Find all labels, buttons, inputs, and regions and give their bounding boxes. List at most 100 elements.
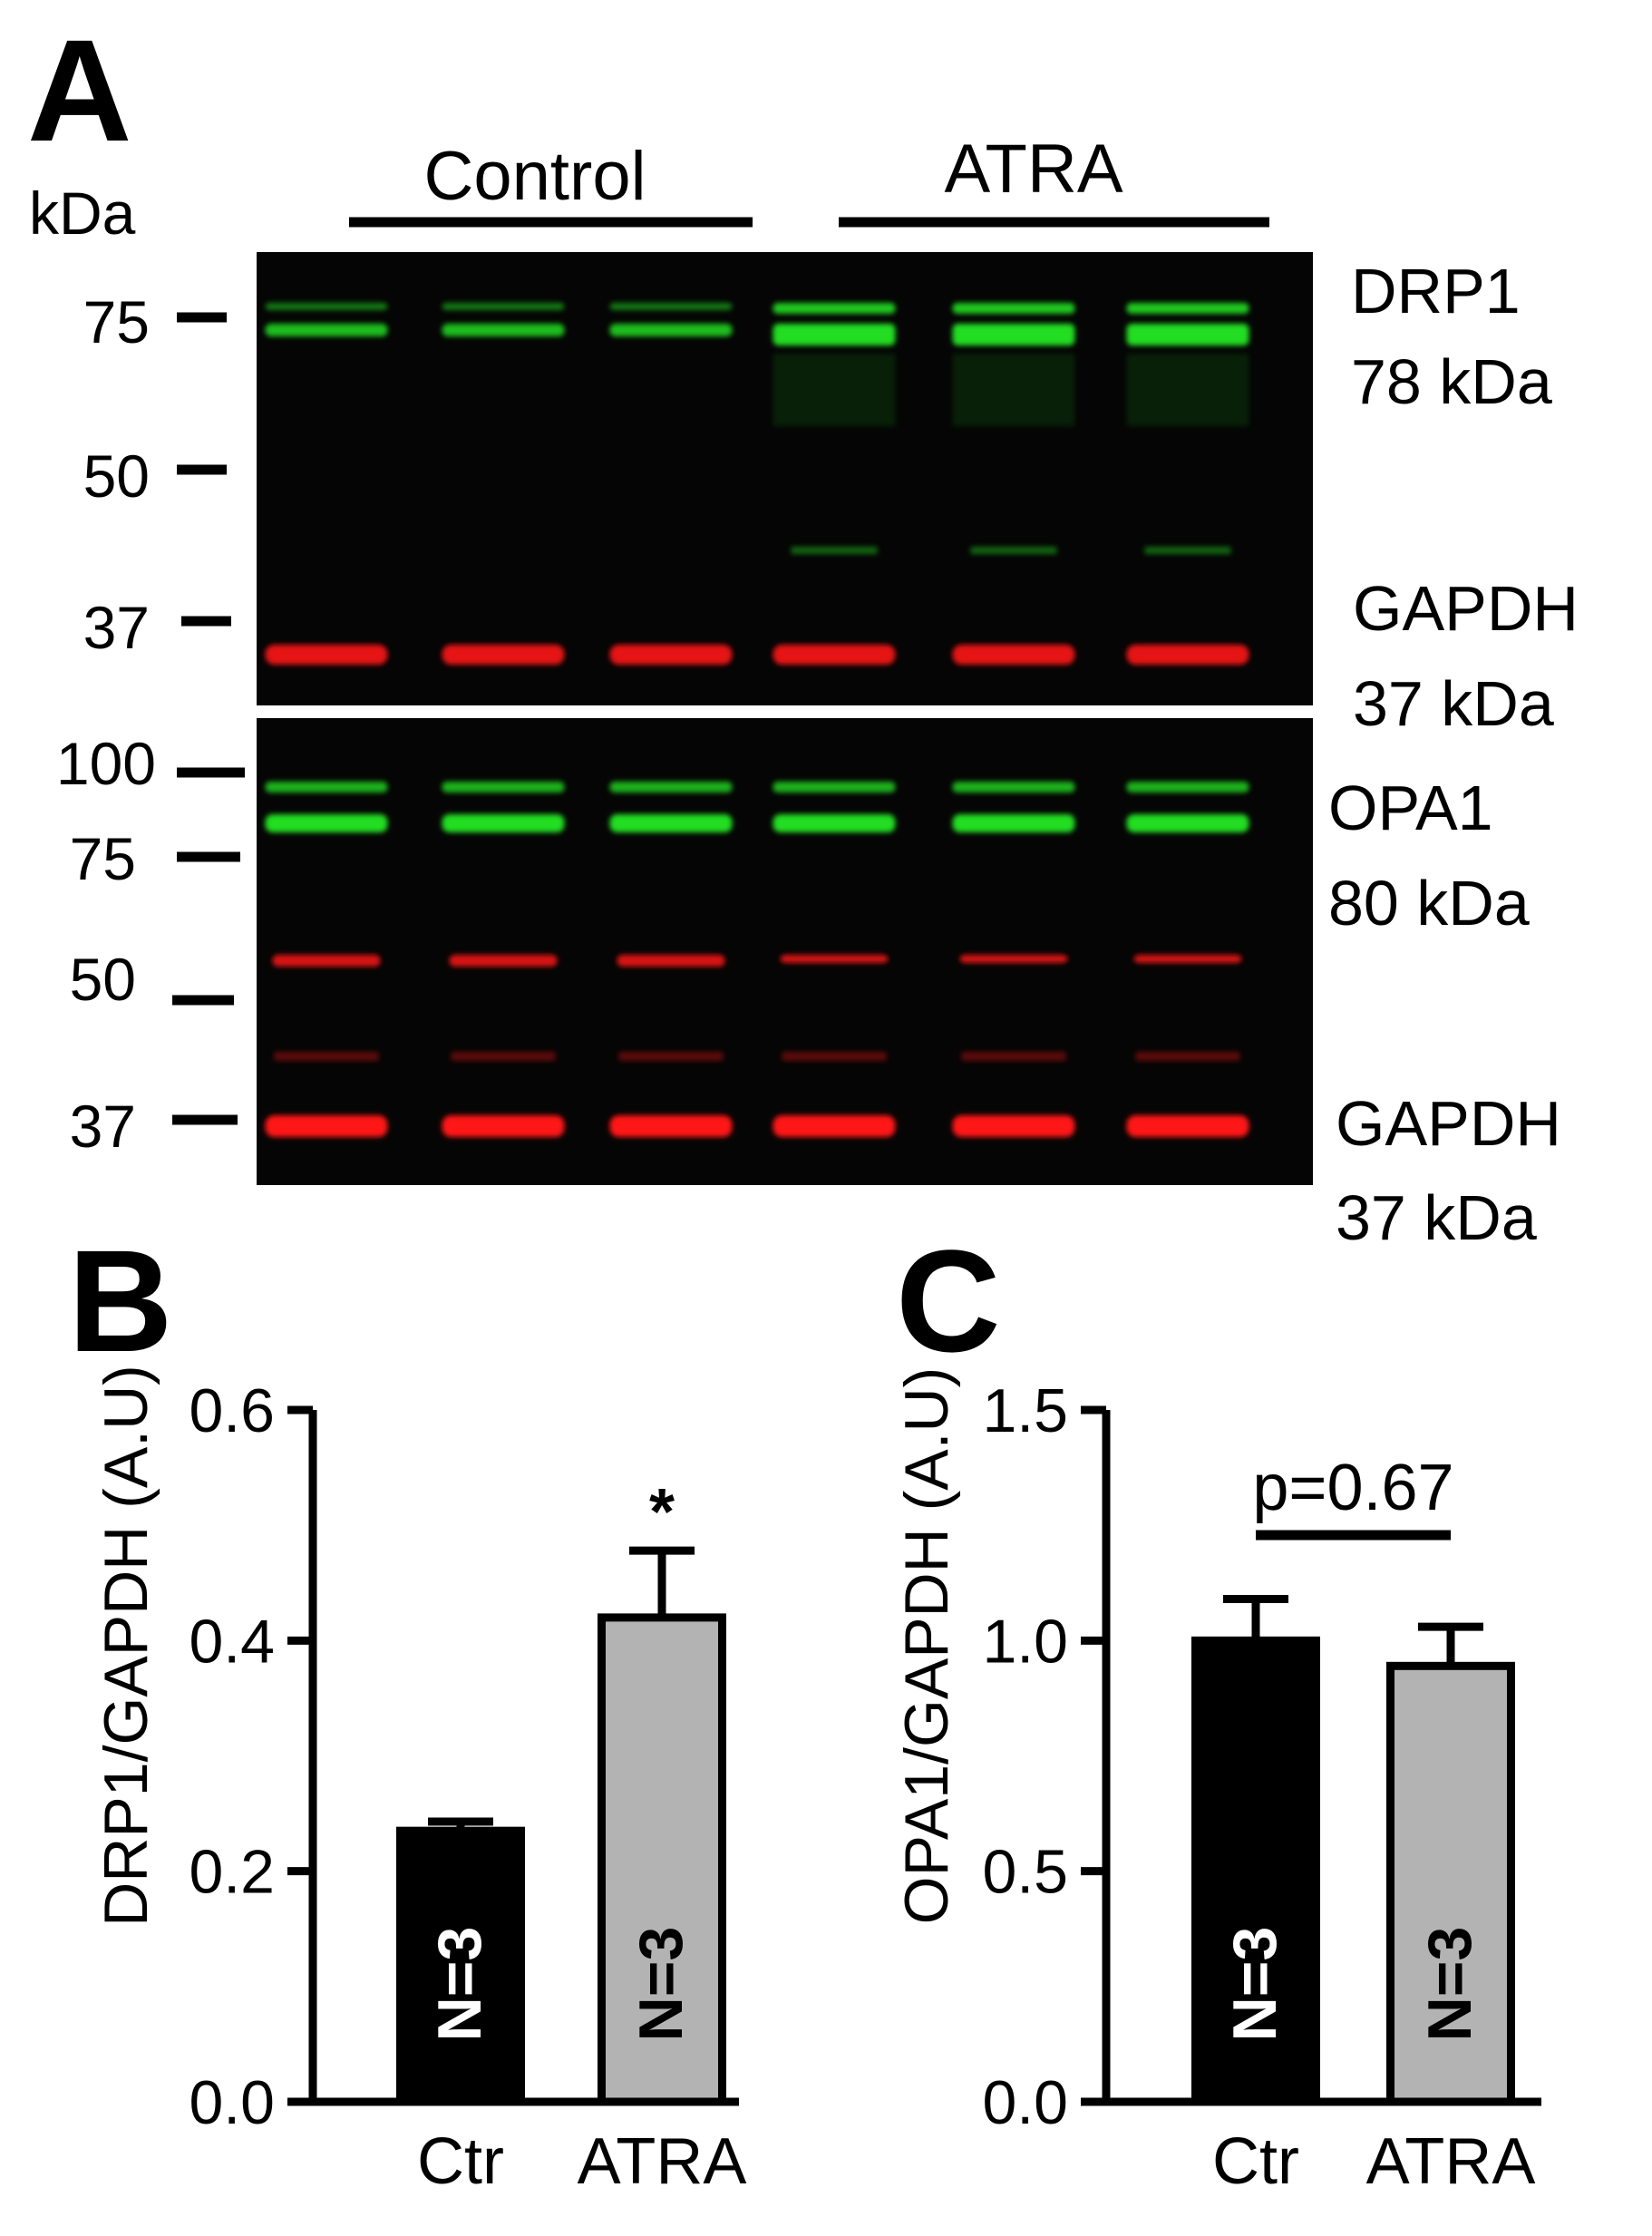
chart-c: 0.0 0.5 1.0 1.5 N=3 Ctr N=3 ATRA p=0.67 <box>982 1376 1541 2198</box>
blot-image-top <box>257 252 1313 705</box>
band-gapdh-top <box>442 645 565 665</box>
bar-n-label: N=3 <box>1220 1927 1289 2042</box>
y-tick-label: 1.0 <box>982 1607 1068 1676</box>
band-label-gapdh-bottom: GAPDH <box>1336 1088 1561 1159</box>
band-minor <box>970 547 1057 554</box>
band-gapdh-top <box>1126 645 1249 665</box>
x-tick-label: ATRA <box>578 2125 747 2198</box>
band-minor <box>791 547 878 554</box>
y-tick-label: 1.5 <box>982 1376 1068 1445</box>
blot-bands-bottom <box>265 782 1249 1137</box>
band-faint <box>961 1052 1066 1061</box>
band-nonspecific <box>959 955 1068 963</box>
panel-c-ylabel: OPA1/GAPDH (A.U) <box>892 1367 961 1925</box>
band-gapdh-bottom <box>609 1115 733 1137</box>
blot-bands-top <box>265 303 1249 665</box>
blot-image-bottom <box>257 718 1313 1185</box>
y-tick-label: 0.5 <box>982 1838 1068 1907</box>
band-gapdh-bottom <box>265 1115 388 1137</box>
bar-ctr <box>396 1826 525 2106</box>
band-gapdh-bottom <box>442 1115 565 1137</box>
y-tick-label: 0.4 <box>189 1607 275 1676</box>
band-size-gapdh-bottom: 37 kDa <box>1336 1182 1537 1253</box>
bar-atra <box>598 1613 726 2106</box>
band-drp1-upper <box>1126 303 1249 314</box>
marker-bottom-75: 75 <box>70 825 136 892</box>
band-opa1 <box>952 814 1075 832</box>
marker-bottom-100: 100 <box>56 730 156 797</box>
band-nonspecific <box>1133 955 1242 963</box>
band-nonspecific <box>780 955 889 963</box>
x-tick-label: Ctr <box>1212 2125 1299 2198</box>
bar-n-label: N=3 <box>425 1927 494 2042</box>
band-faint <box>618 1052 724 1061</box>
marker-top-75: 75 <box>83 288 150 355</box>
band-drp1 <box>952 324 1075 345</box>
smear-atra <box>952 354 1075 426</box>
band-gapdh-top <box>773 645 896 665</box>
band-nonspecific <box>272 955 381 967</box>
band-faint <box>1135 1052 1240 1061</box>
band-drp1 <box>609 324 733 336</box>
marker-top-50: 50 <box>83 442 150 510</box>
band-opa1-upper <box>773 782 896 792</box>
y-tick-label: 0.0 <box>982 2068 1068 2137</box>
band-opa1 <box>1126 814 1249 832</box>
kda-label: kDa <box>29 180 136 247</box>
smear-atra <box>773 354 896 426</box>
band-label-drp1: DRP1 <box>1351 256 1521 326</box>
group-label-atra: ATRA <box>944 131 1122 208</box>
chart-b: 0.0 0.2 0.4 0.6 N=3 Ctr N=3 ATRA * <box>189 1376 746 2198</box>
band-opa1 <box>442 814 565 832</box>
bar-atra <box>1386 1661 1515 2106</box>
bar-n-label: N=3 <box>1415 1927 1484 2042</box>
band-opa1-upper <box>952 782 1075 792</box>
band-gapdh-bottom <box>952 1115 1075 1137</box>
band-size-drp1: 78 kDa <box>1351 346 1552 417</box>
marker-top-37: 37 <box>83 594 150 661</box>
panel-a-letter: A <box>27 9 132 171</box>
smear-atra <box>1126 354 1249 426</box>
band-opa1 <box>265 814 388 832</box>
panel-a: A kDa Control ATRA 75 50 37 100 75 50 37… <box>27 9 1579 1253</box>
panel-b-letter: B <box>68 1220 173 1382</box>
band-label-gapdh-top: GAPDH <box>1353 573 1579 644</box>
y-tick-label: 0.2 <box>189 1838 275 1907</box>
band-faint <box>274 1052 379 1061</box>
group-label-control: Control <box>424 138 646 215</box>
band-drp1-upper <box>952 303 1075 314</box>
band-size-gapdh-top: 37 kDa <box>1353 668 1554 739</box>
band-size-opa1: 80 kDa <box>1328 868 1530 938</box>
bar-n-label: N=3 <box>627 1927 695 2042</box>
panel-b: B DRP1/GAPDH (A.U) 0.0 0.2 0.4 0.6 N=3 Ctr N=3… <box>68 1220 746 2198</box>
band-opa1-upper <box>1126 782 1249 792</box>
band-drp1 <box>442 324 565 336</box>
band-minor <box>1144 547 1231 554</box>
y-tick-label: 0.6 <box>189 1376 275 1445</box>
x-tick-label: Ctr <box>417 2125 504 2198</box>
panel-c-letter: C <box>896 1220 1001 1382</box>
band-drp1 <box>1126 324 1249 345</box>
panel-b-ylabel: DRP1/GAPDH (A.U) <box>92 1365 160 1927</box>
marker-bottom-37: 37 <box>70 1093 136 1160</box>
band-drp1-upper <box>442 303 565 310</box>
band-gapdh-bottom <box>1126 1115 1249 1137</box>
band-opa1 <box>609 814 733 832</box>
x-tick-label: ATRA <box>1366 2125 1536 2198</box>
band-opa1-upper <box>609 782 733 792</box>
band-gapdh-top <box>265 645 388 665</box>
p-value-label: p=0.67 <box>1252 1452 1453 1524</box>
panel-c: C OPA1/GAPDH (A.U) 0.0 0.5 1.0 1.5 N=3 Ctr N=3… <box>892 1220 1541 2198</box>
band-opa1-upper <box>442 782 565 792</box>
band-label-opa1: OPA1 <box>1328 773 1493 843</box>
band-drp1-upper <box>773 303 896 314</box>
band-opa1-upper <box>265 782 388 792</box>
y-tick-label: 0.0 <box>189 2068 275 2137</box>
band-drp1-upper <box>609 303 733 310</box>
band-gapdh-top <box>952 645 1075 665</box>
band-gapdh-top <box>609 645 733 665</box>
band-drp1 <box>773 324 896 345</box>
band-nonspecific <box>449 955 558 967</box>
band-nonspecific <box>617 955 725 967</box>
